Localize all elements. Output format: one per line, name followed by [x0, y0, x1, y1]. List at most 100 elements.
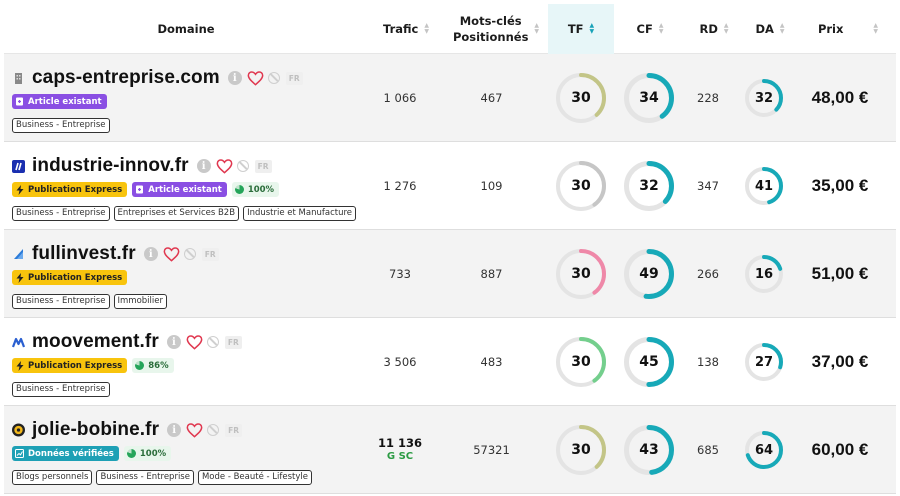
block-icon[interactable] [206, 336, 219, 348]
tf-gauge: 30 [556, 73, 606, 123]
heart-icon[interactable] [186, 422, 203, 438]
sort-icon[interactable]: ▲ ▼ [779, 22, 785, 35]
category-tag[interactable]: Blogs personnels [12, 470, 93, 485]
chart-icon [12, 248, 25, 261]
rd-cell: 266 [697, 267, 719, 281]
header-cf[interactable]: CF ▲ ▼ [636, 22, 664, 36]
da-gauge-value: 27 [754, 354, 774, 370]
traffic-value: 733 [389, 267, 411, 281]
category-tag[interactable]: Immobilier [113, 294, 167, 309]
info-icon[interactable]: i [227, 71, 242, 85]
category-tag[interactable]: Industrie et Manufacture [243, 206, 357, 221]
info-icon[interactable]: i [143, 247, 158, 261]
table-row[interactable]: moovement.fr i FR Publication Express 86%… [4, 318, 896, 406]
category-tag[interactable]: Business - Entreprise [12, 206, 110, 221]
express-badge: Publication Express [12, 182, 128, 197]
category-tag[interactable]: Business - Entreprise [12, 118, 110, 133]
language-badge: FR [285, 71, 303, 85]
rd-cell: 138 [697, 355, 719, 369]
info-icon[interactable]: i [196, 159, 211, 173]
category-tag[interactable]: Entreprises et Services B2B [113, 206, 240, 221]
cf-gauge-value: 45 [639, 354, 659, 370]
cf-gauge-value: 34 [639, 90, 659, 106]
sort-icon[interactable]: ▲ ▼ [723, 22, 729, 35]
sort-icon[interactable]: ▲ ▼ [658, 22, 664, 35]
domain-table: Domaine Trafic ▲ ▼ Mots-clés Positionnés … [4, 4, 896, 494]
domain-name[interactable]: jolie-bobine.fr [32, 419, 160, 440]
table-row[interactable]: jolie-bobine.fr i FR Données vérifiées 10… [4, 406, 896, 494]
table-row[interactable]: industrie-innov.fr i FR Publication Expr… [4, 142, 896, 230]
traffic-value: 3 506 [383, 355, 417, 369]
lightning-icon [15, 184, 24, 195]
header-da[interactable]: DA ▲ ▼ [755, 22, 785, 36]
table-header: Domaine Trafic ▲ ▼ Mots-clés Positionnés … [4, 4, 896, 54]
express-badge: Publication Express [12, 358, 128, 373]
completion-badge: 100% [231, 182, 280, 197]
lightning-icon [15, 360, 24, 371]
tf-gauge: 30 [556, 337, 606, 387]
header-domaine[interactable]: Domaine [157, 22, 215, 36]
google-search-console-badge: G SC [386, 451, 414, 462]
domain-name[interactable]: caps-entreprise.com [32, 67, 220, 88]
sort-icon[interactable]: ▲ ▼ [424, 22, 429, 35]
rd-cell: 347 [697, 179, 719, 193]
domain-name[interactable]: moovement.fr [32, 331, 159, 352]
chart-check-icon [15, 449, 24, 458]
traffic-cell: 1 066 [370, 54, 430, 142]
cf-gauge-value: 49 [639, 266, 659, 282]
cf-gauge: 34 [624, 73, 674, 123]
existing-article-badge: Article existant [12, 94, 107, 109]
tf-gauge-value: 30 [571, 442, 591, 458]
header-prix[interactable]: Prix ▲ ▼ [817, 22, 879, 36]
category-tag[interactable]: Business - Entreprise [12, 382, 110, 397]
existing-article-badge: Article existant [132, 182, 227, 197]
header-rd[interactable]: RD ▲ ▼ [699, 22, 729, 36]
block-icon[interactable] [207, 424, 220, 436]
cf-gauge: 43 [624, 425, 674, 475]
traffic-cell: 3 506 [370, 318, 430, 406]
lightning-icon [15, 272, 24, 283]
tf-gauge-value: 30 [571, 90, 591, 106]
da-gauge-value: 41 [754, 178, 774, 194]
sort-icon[interactable]: ▲ ▼ [873, 22, 879, 35]
tf-gauge: 30 [556, 249, 606, 299]
keywords-cell: 57321 [473, 443, 510, 457]
tf-gauge: 30 [556, 161, 606, 211]
block-icon[interactable] [267, 72, 280, 84]
m-logo-icon [12, 336, 25, 349]
progress-circle-icon [234, 185, 244, 194]
sort-icon[interactable]: ▲ ▼ [589, 22, 595, 35]
block-icon[interactable] [236, 160, 249, 172]
category-tag[interactable]: Mode - Beauté - Lifestyle [197, 470, 312, 485]
category-tag[interactable]: Business - Entreprise [96, 470, 194, 485]
info-icon[interactable]: i [167, 423, 182, 437]
building-icon [12, 72, 25, 85]
header-mots-cles[interactable]: Mots-clés Positionnés ▲ ▼ [452, 14, 540, 44]
info-icon[interactable]: i [166, 335, 181, 349]
language-badge: FR [225, 423, 243, 437]
category-tag[interactable]: Business - Entreprise [12, 294, 110, 309]
domain-name[interactable]: industrie-innov.fr [32, 155, 189, 176]
table-row[interactable]: fullinvest.fr i FR Publication Express B… [4, 230, 896, 318]
domain-name[interactable]: fullinvest.fr [32, 243, 136, 264]
completion-badge: 100% [123, 446, 172, 461]
progress-circle-icon [135, 361, 145, 370]
traffic-cell: 11 136 G SC [370, 406, 430, 494]
table-row[interactable]: caps-entreprise.com i FR Article existan… [4, 54, 896, 142]
sort-icon[interactable]: ▲ ▼ [534, 22, 540, 35]
da-gauge: 16 [745, 255, 783, 293]
language-badge: FR [254, 159, 272, 173]
block-icon[interactable] [183, 248, 196, 260]
traffic-value: 11 136 [377, 436, 422, 450]
header-trafic[interactable]: Trafic ▲ ▼ [383, 22, 429, 36]
language-badge: FR [224, 335, 242, 349]
heart-icon[interactable] [186, 334, 203, 350]
da-gauge-value: 16 [754, 266, 774, 282]
heart-icon[interactable] [247, 70, 264, 86]
heart-icon[interactable] [163, 246, 180, 262]
tf-gauge: 30 [556, 425, 606, 475]
rd-cell: 228 [697, 91, 719, 105]
heart-icon[interactable] [216, 158, 233, 174]
header-tf[interactable]: TF ▲ ▼ [548, 4, 614, 54]
da-gauge-value: 64 [754, 442, 774, 458]
